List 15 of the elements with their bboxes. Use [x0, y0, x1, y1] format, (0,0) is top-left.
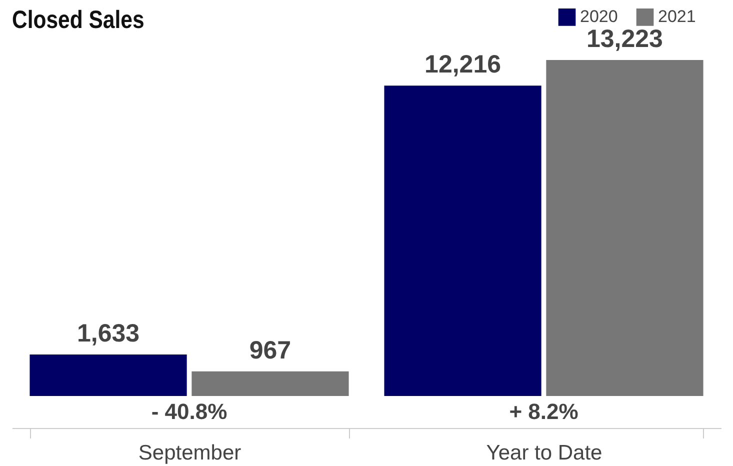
- x-tick-label: September: [138, 442, 242, 464]
- data-label: 1,633: [76, 320, 140, 348]
- data-label: 12,216: [424, 50, 502, 79]
- data-label: 967: [249, 336, 292, 364]
- legend-label: 2020: [580, 7, 618, 26]
- text: + 8.2%: [509, 399, 578, 424]
- bar: [30, 354, 187, 396]
- legend-label: 2021: [658, 7, 696, 26]
- bar: [546, 60, 704, 396]
- bar: [192, 371, 349, 396]
- data-label: 13,223: [586, 25, 663, 53]
- bar: [384, 86, 542, 396]
- chart-title: Closed Sales: [12, 6, 144, 35]
- x-tick-label: Year to Date: [486, 442, 602, 464]
- text: - 40.8%: [151, 399, 228, 424]
